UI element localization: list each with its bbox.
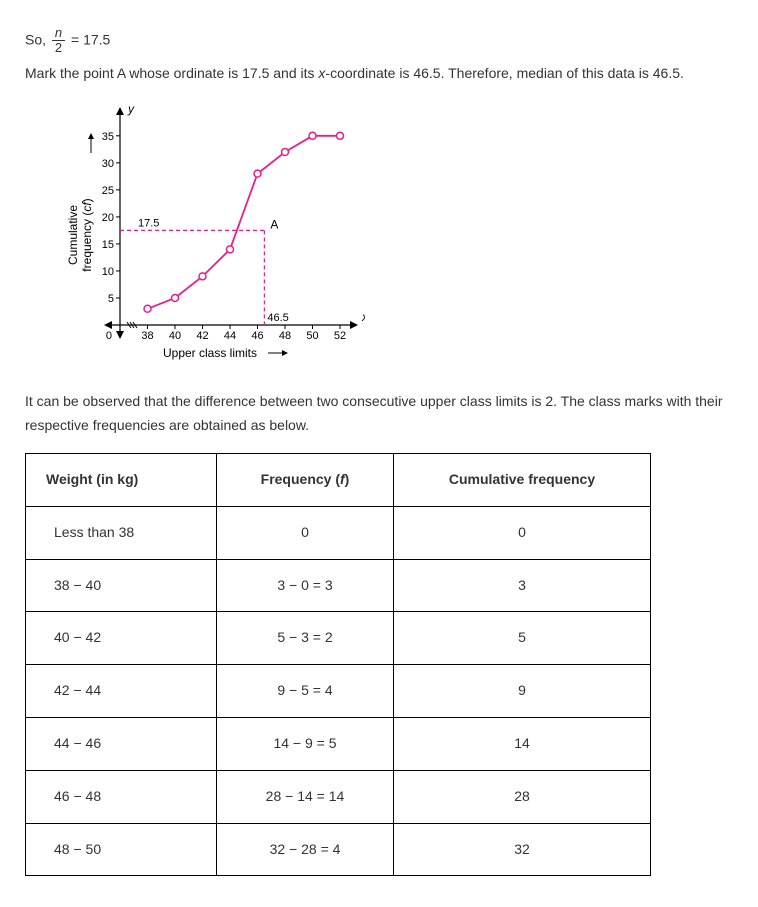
fraction-numerator: n (52, 26, 65, 41)
table-cell: 5 (394, 612, 651, 665)
svg-text:15: 15 (102, 239, 114, 251)
table-cell: 32 − 28 = 4 (217, 823, 394, 876)
svg-text:35: 35 (102, 131, 114, 143)
table-cell: 9 − 5 = 4 (217, 665, 394, 718)
svg-text:Upper class limits: Upper class limits (163, 346, 257, 360)
table-cell: 3 − 0 = 3 (217, 559, 394, 612)
table-cell: Less than 38 (26, 506, 217, 559)
svg-text:5: 5 (108, 293, 114, 305)
table-cell: 46 − 48 (26, 770, 217, 823)
intro-line2: Mark the point A whose ordinate is 17.5 … (25, 62, 733, 86)
table-row: 46 − 4828 − 14 = 1428 (26, 770, 651, 823)
frequency-table: Weight (in kg)Frequency (f)Cumulative fr… (25, 453, 651, 876)
svg-text:40: 40 (169, 330, 181, 342)
table-cell: 44 − 46 (26, 717, 217, 770)
svg-text:25: 25 (102, 185, 114, 197)
svg-text:10: 10 (102, 266, 114, 278)
table-cell: 28 − 14 = 14 (217, 770, 394, 823)
svg-text:42: 42 (196, 330, 208, 342)
table-cell: 48 − 50 (26, 823, 217, 876)
svg-text:30: 30 (102, 158, 114, 170)
table-cell: 40 − 42 (26, 612, 217, 665)
table-row: Less than 3800 (26, 506, 651, 559)
table-row: 42 − 449 − 5 = 49 (26, 665, 651, 718)
svg-text:x: x (361, 310, 365, 324)
svg-text:20: 20 (102, 212, 114, 224)
table-row: 44 − 4614 − 9 = 514 (26, 717, 651, 770)
table-cell: 3 (394, 559, 651, 612)
table-cell: 32 (394, 823, 651, 876)
svg-text:44: 44 (224, 330, 236, 342)
intro-line1: So, n 2 = 17.5 (25, 26, 733, 56)
table-cell: 28 (394, 770, 651, 823)
equals-text: = 17.5 (71, 32, 110, 48)
table-cell: 0 (217, 506, 394, 559)
svg-text:48: 48 (279, 330, 291, 342)
table-body: Less than 380038 − 403 − 0 = 3340 − 425 … (26, 506, 651, 876)
table-row: 40 − 425 − 3 = 25 (26, 612, 651, 665)
fraction-denominator: 2 (52, 41, 65, 55)
svg-text:frequency (cf): frequency (cf) (80, 199, 94, 272)
svg-text:y: y (127, 105, 135, 116)
table-cell: 0 (394, 506, 651, 559)
table-header-cell: Frequency (f) (217, 453, 394, 506)
ogive-chart: 5 10 15 20 25 30 35 38 40 42 44 46 48 50 52 0 y x Cumulati… (65, 105, 733, 365)
svg-text:50: 50 (306, 330, 318, 342)
table-header-row: Weight (in kg)Frequency (f)Cumulative fr… (26, 453, 651, 506)
mid-text: It can be observed that the difference b… (25, 390, 733, 438)
table-cell: 14 − 9 = 5 (217, 717, 394, 770)
svg-text:Cumulative: Cumulative (66, 205, 80, 265)
table-header-cell: Weight (in kg) (26, 453, 217, 506)
chart-svg: 5 10 15 20 25 30 35 38 40 42 44 46 48 50 52 0 y x Cumulati… (65, 105, 365, 365)
table-cell: 9 (394, 665, 651, 718)
svg-text:0: 0 (106, 330, 112, 342)
svg-text:17.5: 17.5 (138, 218, 159, 230)
svg-text:A: A (270, 218, 278, 232)
table-cell: 38 − 40 (26, 559, 217, 612)
svg-text:46.5: 46.5 (267, 312, 288, 324)
so-text: So, (25, 32, 50, 48)
svg-text:38: 38 (141, 330, 153, 342)
table-row: 38 − 403 − 0 = 33 (26, 559, 651, 612)
svg-text:52: 52 (334, 330, 346, 342)
table-cell: 42 − 44 (26, 665, 217, 718)
table-row: 48 − 5032 − 28 = 432 (26, 823, 651, 876)
table-cell: 14 (394, 717, 651, 770)
table-header-cell: Cumulative frequency (394, 453, 651, 506)
fraction-n-over-2: n 2 (52, 26, 65, 56)
svg-text:46: 46 (251, 330, 263, 342)
table-cell: 5 − 3 = 2 (217, 612, 394, 665)
